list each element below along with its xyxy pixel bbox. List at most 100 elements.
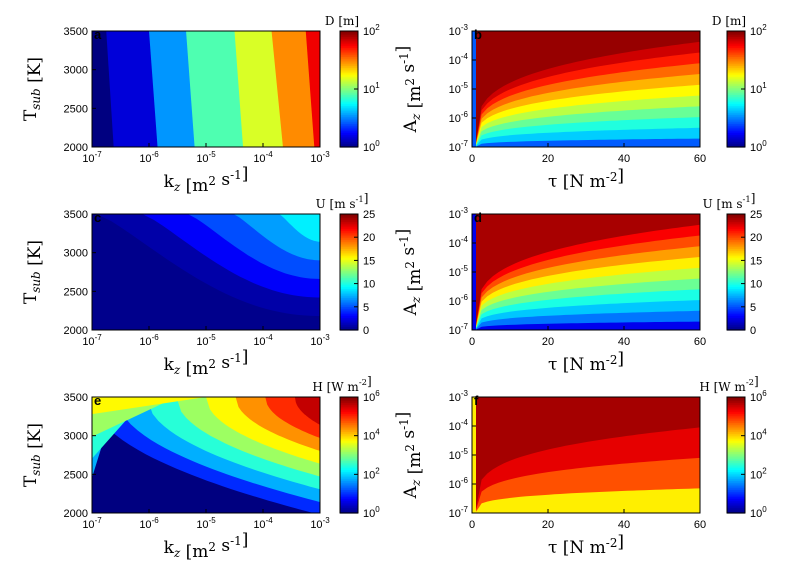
colorbar-segment [727, 96, 745, 99]
colorbar-segment [340, 482, 358, 485]
colorbar-segment [340, 96, 358, 99]
y-tick-label: 3500 [64, 392, 88, 404]
y-tick-label: 2000 [64, 142, 88, 154]
colorbar-segment [727, 286, 745, 289]
y-tick-label: 3500 [64, 209, 88, 221]
colorbar-segment [340, 438, 358, 442]
colorbar-segment [340, 31, 358, 34]
colorbar-segment [340, 275, 358, 279]
contour-band [279, 214, 320, 242]
colorbar-segment [727, 319, 745, 322]
colorbar-segment [727, 221, 745, 224]
colorbar-segment [727, 304, 745, 308]
colorbar-segment [727, 45, 745, 48]
colorbar-label: H [W m-2] [312, 374, 371, 394]
colorbar-segment [340, 224, 358, 228]
x-tick-label: 20 [542, 153, 554, 165]
colorbar-segment [727, 139, 745, 143]
x-axis-label: kz [m2 s-1] [164, 164, 249, 196]
colorbar-segment [340, 233, 358, 237]
colorbar-segment [340, 94, 358, 97]
colorbar-segment [340, 397, 358, 400]
colorbar-segment [727, 243, 745, 246]
panel-c: 10-7 10-6 10-5 10-4 10-3 2000 2500 3000 3500 c kz … [21, 191, 375, 379]
colorbar-segment [727, 137, 745, 141]
colorbar-segment [340, 487, 358, 491]
colorbar-segment [340, 137, 358, 141]
colorbar-segment [340, 228, 358, 231]
colorbar-segment [727, 94, 745, 97]
colorbar-segment [727, 266, 745, 269]
colorbar-segment [727, 60, 745, 63]
colorbar-segment [340, 413, 358, 416]
colorbar-segment [727, 500, 745, 503]
colorbar-segment [727, 306, 745, 309]
colorbar-tick-label: 104 [750, 428, 767, 443]
y-tick-label: 10-5 [449, 81, 469, 96]
colorbar-segment [340, 407, 358, 411]
colorbar-segment [340, 89, 358, 92]
colorbar-segment [727, 83, 745, 86]
x-tick-label: 10-3 [310, 516, 330, 531]
colorbar-segment [340, 302, 358, 306]
colorbar-segment [727, 478, 745, 481]
colorbar-segment [727, 49, 745, 52]
colorbar-segment [727, 143, 745, 146]
colorbar-segment [340, 65, 358, 68]
colorbar-segment [727, 440, 745, 443]
colorbar-segment [727, 31, 745, 34]
colorbar-segment [727, 487, 745, 491]
colorbar-segment [340, 426, 358, 429]
colorbar-segment [340, 418, 358, 422]
y-tick-label: 10-7 [449, 505, 469, 520]
colorbar-segment [727, 411, 745, 414]
colorbar-segment [340, 277, 358, 280]
colorbar-segment [727, 473, 745, 476]
colorbar-segment [727, 431, 745, 434]
panel-e: 10-7 10-6 10-5 10-4 10-3 2000 2500 3000 3500 e kz … [21, 374, 380, 562]
colorbar-segment [340, 226, 358, 230]
colorbar-segment [727, 322, 745, 326]
colorbar-segment [727, 215, 745, 219]
colorbar-tick-label: 10 [363, 279, 375, 291]
colorbar-segment [727, 484, 745, 487]
y-axis-label: Az [m2 s-1] [393, 46, 425, 134]
colorbar-segment [340, 288, 358, 291]
colorbar-segment [727, 398, 745, 402]
colorbar-segment [340, 404, 358, 407]
colorbar-segment [727, 261, 745, 264]
colorbar-segment [727, 407, 745, 411]
colorbar-segment [340, 36, 358, 39]
colorbar-segment [340, 306, 358, 309]
colorbar-segment [340, 416, 358, 420]
x-tick-label: 0 [469, 153, 475, 165]
colorbar-segment [340, 286, 358, 289]
x-tick-label: 10-6 [139, 516, 159, 531]
colorbar-segment [727, 116, 745, 119]
colorbar-segment [727, 444, 745, 447]
colorbar-segment [340, 41, 358, 45]
colorbar-segment [727, 447, 745, 451]
colorbar-segment [340, 273, 358, 277]
colorbar-segment [727, 460, 745, 463]
colorbar-segment [340, 246, 358, 250]
colorbar-segment [727, 130, 745, 134]
colorbar-segment [727, 255, 745, 259]
colorbar-segment [340, 60, 358, 63]
panel-letter: a [94, 27, 102, 42]
colorbar-segment [727, 43, 745, 47]
y-tick-label: 10-5 [449, 447, 469, 462]
colorbar-segment [727, 67, 745, 70]
x-tick-label: 40 [618, 519, 630, 531]
y-tick-label: 10-4 [449, 418, 469, 433]
colorbar-segment [340, 282, 358, 286]
panel-f: 0 20 40 60 10-7 10-6 10-5 10-4 10-3 f τ [N m-2] Az … [393, 374, 767, 558]
colorbar-segment [727, 429, 745, 433]
colorbar-segment [727, 503, 745, 507]
colorbar-segment [340, 255, 358, 259]
colorbar-tick-label: 106 [363, 389, 380, 404]
colorbar-segment [340, 311, 358, 315]
colorbar-segment [340, 511, 358, 514]
x-tick-label: 20 [542, 336, 554, 348]
colorbar-tick-label: 15 [750, 255, 762, 267]
